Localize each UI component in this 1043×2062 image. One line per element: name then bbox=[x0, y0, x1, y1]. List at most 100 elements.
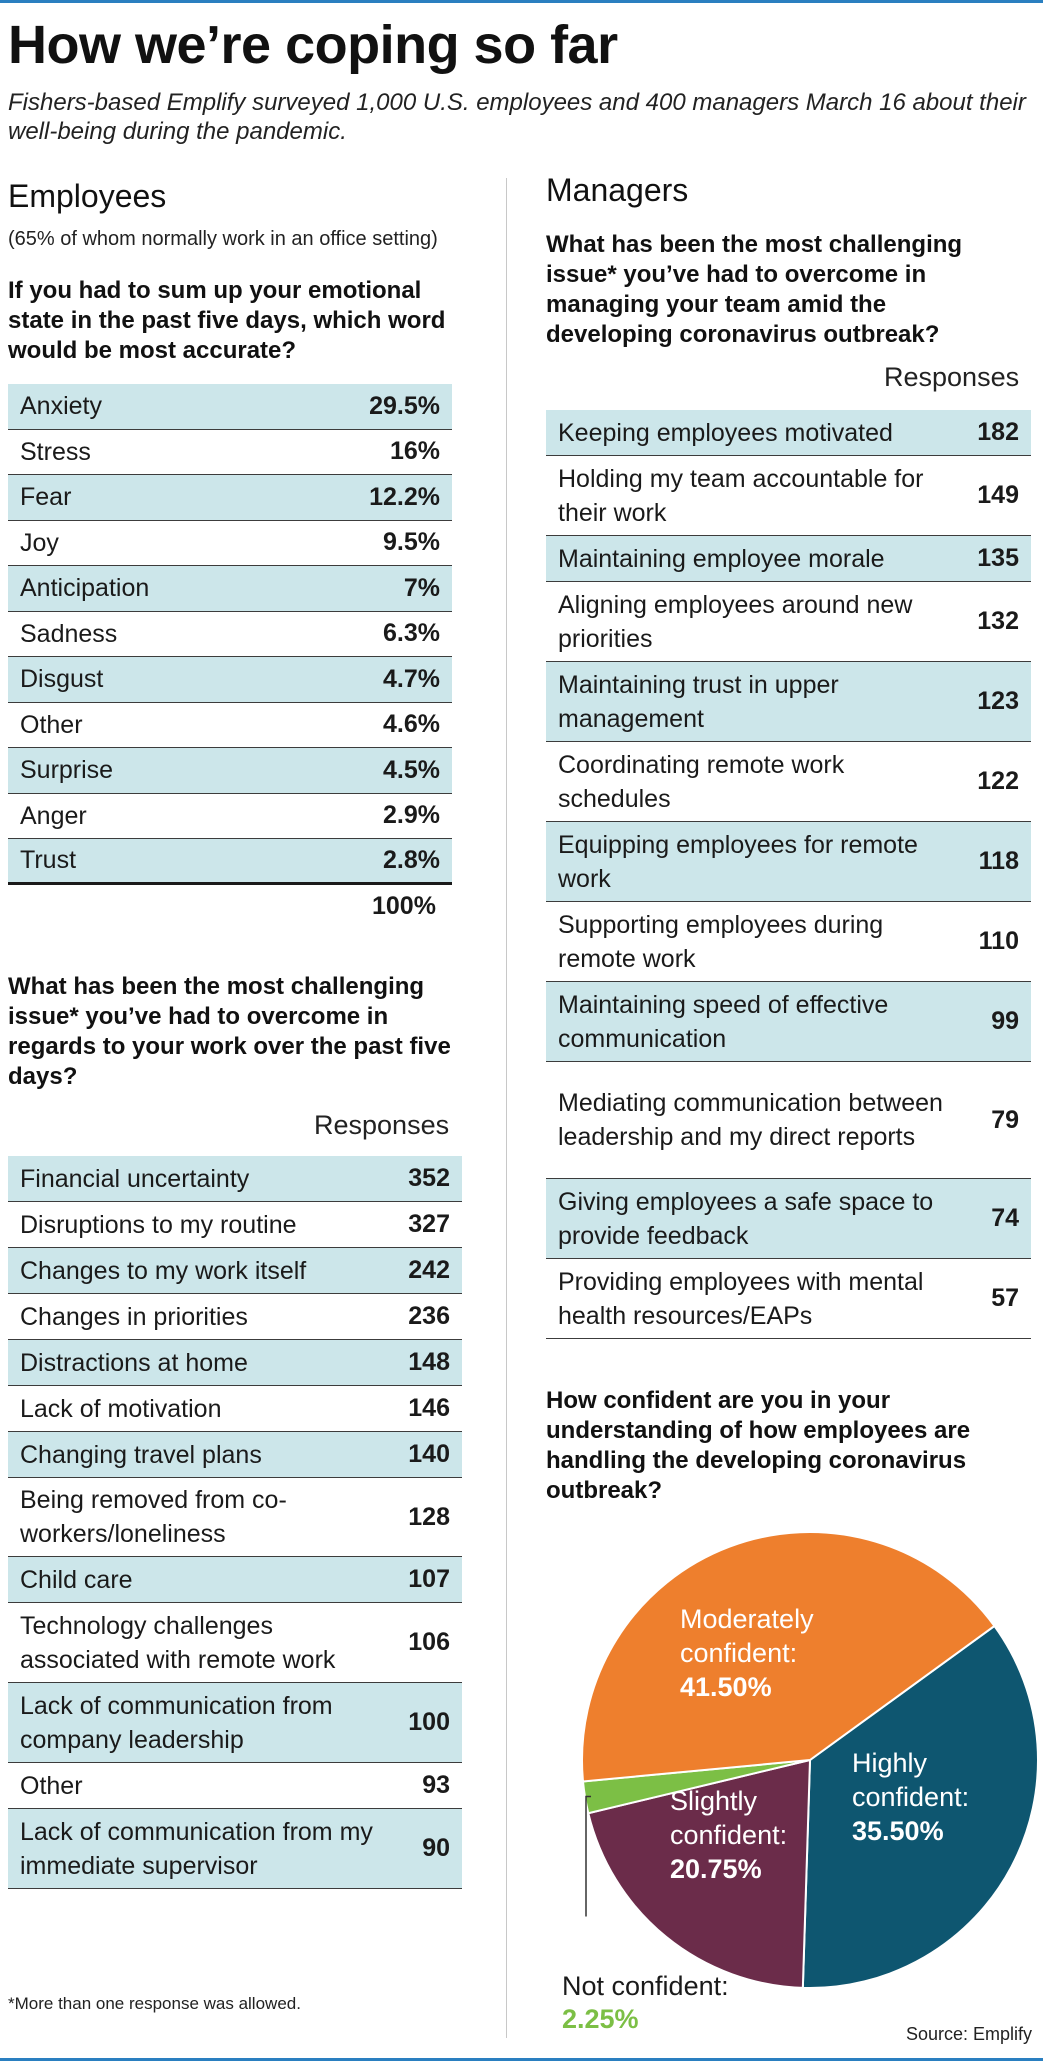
table-row: Lack of communication from company leade… bbox=[8, 1683, 462, 1763]
row-value: 135 bbox=[977, 544, 1019, 572]
table-row: Technology challenges associated with re… bbox=[8, 1603, 462, 1683]
pie-label: confident: bbox=[852, 1782, 969, 1812]
row-label: Being removed from co-workers/loneliness bbox=[20, 1486, 287, 1548]
table-row: Supporting employees during remote work 1… bbox=[546, 902, 1031, 982]
row-label: Technology challenges associated with re… bbox=[20, 1611, 336, 1674]
row-label: Providing employees with mental health r… bbox=[558, 1267, 924, 1330]
row-label: Joy bbox=[20, 528, 59, 557]
pie-label: Moderately bbox=[680, 1604, 814, 1634]
row-label: Anxiety bbox=[20, 392, 102, 421]
row-label: Fear bbox=[20, 483, 72, 512]
row-value: 236 bbox=[408, 1302, 450, 1330]
pie-slice bbox=[581, 1531, 996, 1783]
row-value: 74 bbox=[991, 1204, 1019, 1232]
row-value: 128 bbox=[408, 1502, 450, 1531]
confidence-pie-chart: Highly confident: 35.50% Slightly confident:… bbox=[562, 1531, 1039, 2034]
row-label: Trust bbox=[20, 846, 77, 875]
pie-label: 20.75% bbox=[670, 1854, 762, 1884]
row-value: 99 bbox=[991, 1007, 1019, 1035]
table-row: Joy 9.5% bbox=[8, 521, 452, 566]
row-value: 79 bbox=[991, 1105, 1019, 1134]
row-value: 118 bbox=[978, 847, 1019, 875]
row-value: 9.5% bbox=[383, 528, 440, 557]
top-rule bbox=[0, 0, 1043, 3]
table-row: Lack of motivation 146 bbox=[8, 1386, 462, 1432]
pie-label: Not confident: bbox=[562, 1971, 729, 2001]
table-row: Disgust 4.7% bbox=[8, 657, 452, 703]
table-row: Changes in priorities 236 bbox=[8, 1294, 462, 1340]
row-label: Other bbox=[20, 710, 83, 739]
emotions-total: 100% bbox=[372, 892, 436, 920]
row-value: 106 bbox=[408, 1628, 450, 1656]
table-row: Child care 107 bbox=[8, 1557, 462, 1603]
pie-label: 35.50% bbox=[852, 1816, 944, 1846]
row-label: Equipping employees for remote work bbox=[558, 830, 918, 893]
row-value: 146 bbox=[408, 1394, 450, 1422]
table-row: Other 93 bbox=[8, 1763, 462, 1809]
bottom-rule bbox=[0, 2058, 1043, 2061]
row-value: 57 bbox=[991, 1284, 1019, 1312]
row-value: 16% bbox=[389, 437, 440, 466]
row-label: Maintaining trust in upper management bbox=[558, 670, 839, 733]
row-label: Holding my team accountable for their wo… bbox=[558, 464, 924, 527]
row-label: Supporting employees during remote work bbox=[558, 910, 884, 973]
managers-confidence-question: How confident are you in your understand… bbox=[546, 1387, 971, 1504]
employees-responses-header: Responses bbox=[314, 1110, 450, 1140]
table-row: Sadness 6.3% bbox=[8, 612, 452, 657]
table-row: Surprise 4.5% bbox=[8, 748, 452, 794]
row-label: Anticipation bbox=[20, 574, 150, 603]
pie-slice bbox=[587, 1758, 812, 1989]
row-label: Maintaining speed of effective communica… bbox=[558, 990, 889, 1053]
row-value: 149 bbox=[977, 481, 1019, 509]
row-label: Disruptions to my routine bbox=[20, 1210, 297, 1239]
managers-heading: Managers bbox=[546, 172, 689, 208]
table-row: Anger 2.9% bbox=[8, 794, 452, 839]
table-row: Holding my team accountable for their wo… bbox=[546, 456, 1031, 536]
row-value: 2.9% bbox=[383, 801, 440, 830]
table-row: Distractions at home 148 bbox=[8, 1340, 462, 1386]
table-row: Other 4.6% bbox=[8, 703, 452, 748]
footnote: *More than one response was allowed. bbox=[8, 1994, 301, 2013]
page-subtitle: Fishers-based Emplify surveyed 1,000 U.S… bbox=[8, 89, 1026, 145]
page-title: How we’re coping so far bbox=[8, 15, 618, 75]
row-label: Changing travel plans bbox=[20, 1440, 262, 1469]
row-value: 327 bbox=[408, 1210, 450, 1238]
row-label: Aligning employees around new priorities bbox=[558, 590, 913, 653]
row-value: 140 bbox=[408, 1440, 450, 1468]
table-row: Mediating communication between leadersh… bbox=[546, 1062, 1031, 1179]
row-value: 93 bbox=[422, 1771, 450, 1799]
pie-label: confident: bbox=[670, 1820, 787, 1850]
row-label: Coordinating remote work schedules bbox=[558, 750, 845, 813]
row-value: 12.2% bbox=[369, 482, 440, 511]
table-row: Being removed from co-workers/loneliness… bbox=[8, 1478, 462, 1557]
column-divider bbox=[506, 178, 507, 2038]
pie-label: confident: bbox=[680, 1638, 797, 1668]
row-label: Maintaining employee morale bbox=[558, 544, 885, 573]
table-row: Financial uncertainty 352 bbox=[8, 1156, 462, 1202]
row-label: Surprise bbox=[20, 756, 114, 785]
table-row: Providing employees with mental health r… bbox=[546, 1259, 1031, 1339]
row-value: 4.6% bbox=[383, 710, 440, 739]
table-row: Maintaining trust in upper management 123 bbox=[546, 662, 1031, 742]
row-label: Sadness bbox=[20, 619, 118, 648]
row-label: Other bbox=[20, 1771, 83, 1800]
row-value: 90 bbox=[422, 1834, 450, 1862]
table-row: Maintaining speed of effective communica… bbox=[546, 982, 1031, 1062]
table-row: Stress 16% bbox=[8, 430, 452, 475]
managers-challenge-question: What has been the most challenging issue… bbox=[546, 231, 963, 348]
managers-responses-header: Responses bbox=[884, 362, 1020, 392]
row-label: Disgust bbox=[20, 665, 104, 694]
row-value: 4.7% bbox=[383, 664, 440, 693]
table-row: Lack of communication from my immediate … bbox=[8, 1809, 462, 1889]
table-row: Fear 12.2% bbox=[8, 475, 452, 521]
row-label: Lack of communication from my immediate … bbox=[20, 1817, 373, 1880]
table-row: Maintaining employee morale 135 bbox=[546, 536, 1031, 582]
row-value: 100 bbox=[408, 1708, 450, 1736]
row-value: 123 bbox=[977, 687, 1019, 715]
table-row: Aligning employees around new priorities… bbox=[546, 582, 1031, 662]
row-value: 7% bbox=[403, 573, 440, 602]
pie-slice bbox=[801, 1624, 1039, 1989]
row-label: Financial uncertainty bbox=[20, 1164, 250, 1193]
table-row: Changes to my work itself 242 bbox=[8, 1248, 462, 1294]
pie-label: 41.50% bbox=[680, 1672, 772, 1702]
